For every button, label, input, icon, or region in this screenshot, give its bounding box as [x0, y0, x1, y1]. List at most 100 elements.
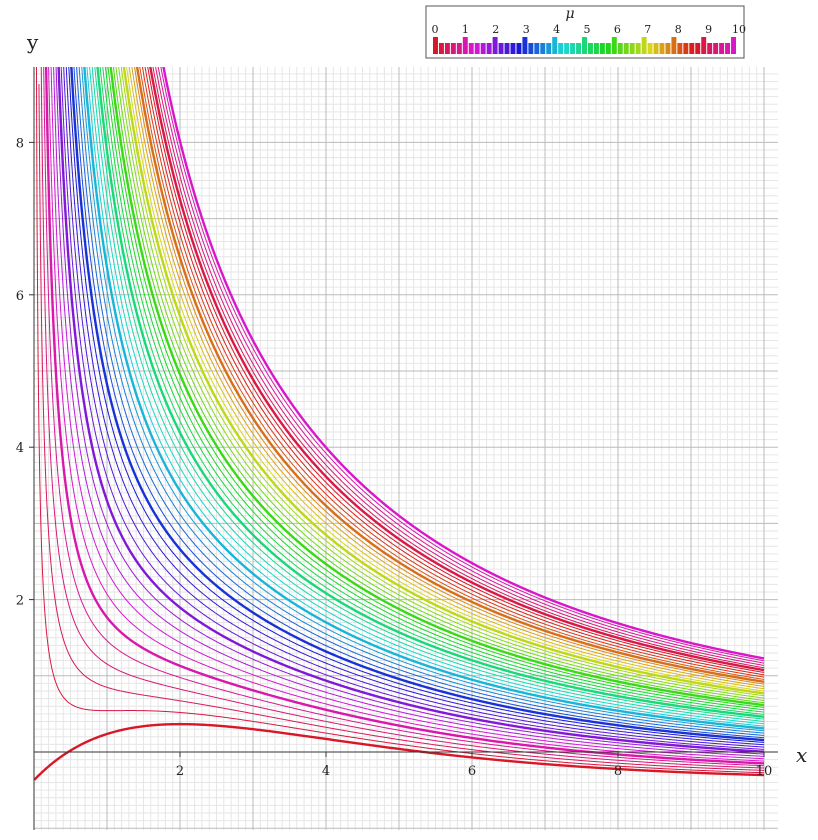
legend-swatch [617, 43, 623, 54]
curve-mu-1_4 [50, 67, 765, 760]
legend-label: 3 [523, 23, 530, 36]
legend-swatch [713, 43, 719, 54]
legend-swatch [641, 37, 647, 54]
legend-swatch [671, 37, 677, 54]
curve-mu-1_8 [55, 67, 765, 755]
legend-swatch [433, 37, 438, 54]
curve-mu-3_2 [73, 67, 765, 739]
legend-swatch [677, 43, 683, 54]
x-axis-label: x [796, 743, 807, 767]
curve-mu-8_2 [139, 67, 765, 680]
curve-mu-0_8 [43, 67, 765, 767]
legend-swatch [462, 37, 468, 54]
curve-mu-8_8 [147, 67, 765, 673]
curve-mu-5_4 [102, 67, 765, 713]
curve-mu-4_4 [89, 67, 765, 725]
legend-swatch [510, 43, 516, 54]
curve-mu-9_4 [155, 67, 765, 666]
curve-mu-7_4 [128, 67, 765, 690]
legend-swatch [701, 37, 707, 54]
legend-swatch [623, 43, 629, 54]
curve-mu-0_6 [40, 67, 765, 769]
curve-mu-0_2 [35, 67, 765, 774]
legend-swatch [599, 43, 605, 54]
minor-gridlines [34, 67, 778, 830]
legend-label: 5 [584, 23, 591, 36]
color-legend: μ 0 1 2 3 4 5 6 7 8 9 10 [425, 5, 747, 59]
tick-labels: 2 4 6 8 10 2 4 6 8 [16, 136, 773, 779]
curve-mu-7_6 [131, 67, 765, 687]
legend-swatch [659, 43, 665, 54]
legend-swatch [683, 43, 689, 54]
legend-label: 4 [553, 23, 560, 36]
legend-label: 6 [614, 23, 621, 36]
x-tick-label: 4 [322, 764, 330, 779]
legend-swatch [605, 43, 611, 54]
legend-swatch [611, 37, 617, 54]
curve-mu-7 [122, 67, 765, 695]
legend-swatch [665, 43, 671, 54]
curve-mu-2_4 [63, 67, 765, 748]
legend-swatch [653, 43, 659, 54]
curve-mu-6_8 [120, 67, 765, 697]
y-tick-label: 8 [16, 136, 24, 151]
curve-mu-2_8 [68, 67, 765, 743]
legend-swatch [516, 43, 522, 54]
legend-swatch [695, 43, 701, 54]
x-tick-label: 6 [468, 764, 476, 779]
legend-swatch [725, 43, 731, 54]
curve-mu-9_8 [160, 67, 765, 662]
legend-swatch [528, 43, 534, 54]
legend-swatch [546, 43, 552, 54]
curve-mu-3_4 [76, 67, 765, 736]
curve-mu-3_6 [78, 67, 765, 734]
legend-swatch [564, 43, 570, 54]
curve-mu-4_2 [86, 67, 765, 727]
legend-swatch [635, 43, 641, 54]
curve-mu-5 [96, 67, 765, 718]
legend-label: 2 [492, 23, 499, 36]
legend-swatch [444, 43, 450, 54]
curve-mu-6_6 [118, 67, 765, 699]
legend-title: μ [565, 6, 574, 22]
curve-mu-1_6 [53, 67, 765, 757]
legend-swatch [552, 37, 558, 54]
legend-label: 1 [462, 23, 469, 36]
legend-swatches [433, 37, 736, 54]
legend-swatch [629, 43, 635, 54]
curve-mu-5_2 [99, 67, 765, 715]
y-tick-label: 4 [16, 441, 24, 456]
curve-mu-4_8 [94, 67, 765, 720]
legend-swatch [498, 43, 504, 54]
legend-swatch [456, 43, 462, 54]
legend-swatch [689, 43, 695, 54]
legend-swatch [570, 43, 576, 54]
curve-mu-5_6 [104, 67, 765, 711]
curve-mu-4 [83, 67, 765, 730]
curve-mu-0 [34, 722, 765, 781]
legend-swatch [486, 43, 492, 54]
curve-mu-1_2 [48, 67, 765, 762]
curve-mu-4_6 [91, 67, 765, 722]
legend-swatch [587, 43, 593, 54]
x-tick-label: 8 [614, 764, 622, 779]
legend-labels: 0 1 2 3 4 5 6 7 8 9 10 [432, 23, 747, 36]
legend-swatch [522, 37, 528, 54]
curve-mu-3_8 [81, 67, 765, 732]
curve-family [34, 67, 765, 781]
curve-mu-8 [135, 67, 765, 683]
legend-swatch [468, 43, 474, 54]
legend-swatch [593, 43, 599, 54]
curve-mu-8_4 [141, 67, 765, 678]
curve-mu-9_6 [157, 67, 765, 664]
legend-label: 7 [644, 23, 651, 36]
y-axis-label: y [26, 30, 39, 54]
legend-swatch [492, 37, 498, 54]
legend-label: 8 [675, 23, 682, 36]
legend-swatch [582, 37, 587, 54]
legend-swatch [504, 43, 510, 54]
legend-swatch [647, 43, 653, 54]
legend-swatch [719, 43, 725, 54]
legend-swatch [540, 43, 546, 54]
